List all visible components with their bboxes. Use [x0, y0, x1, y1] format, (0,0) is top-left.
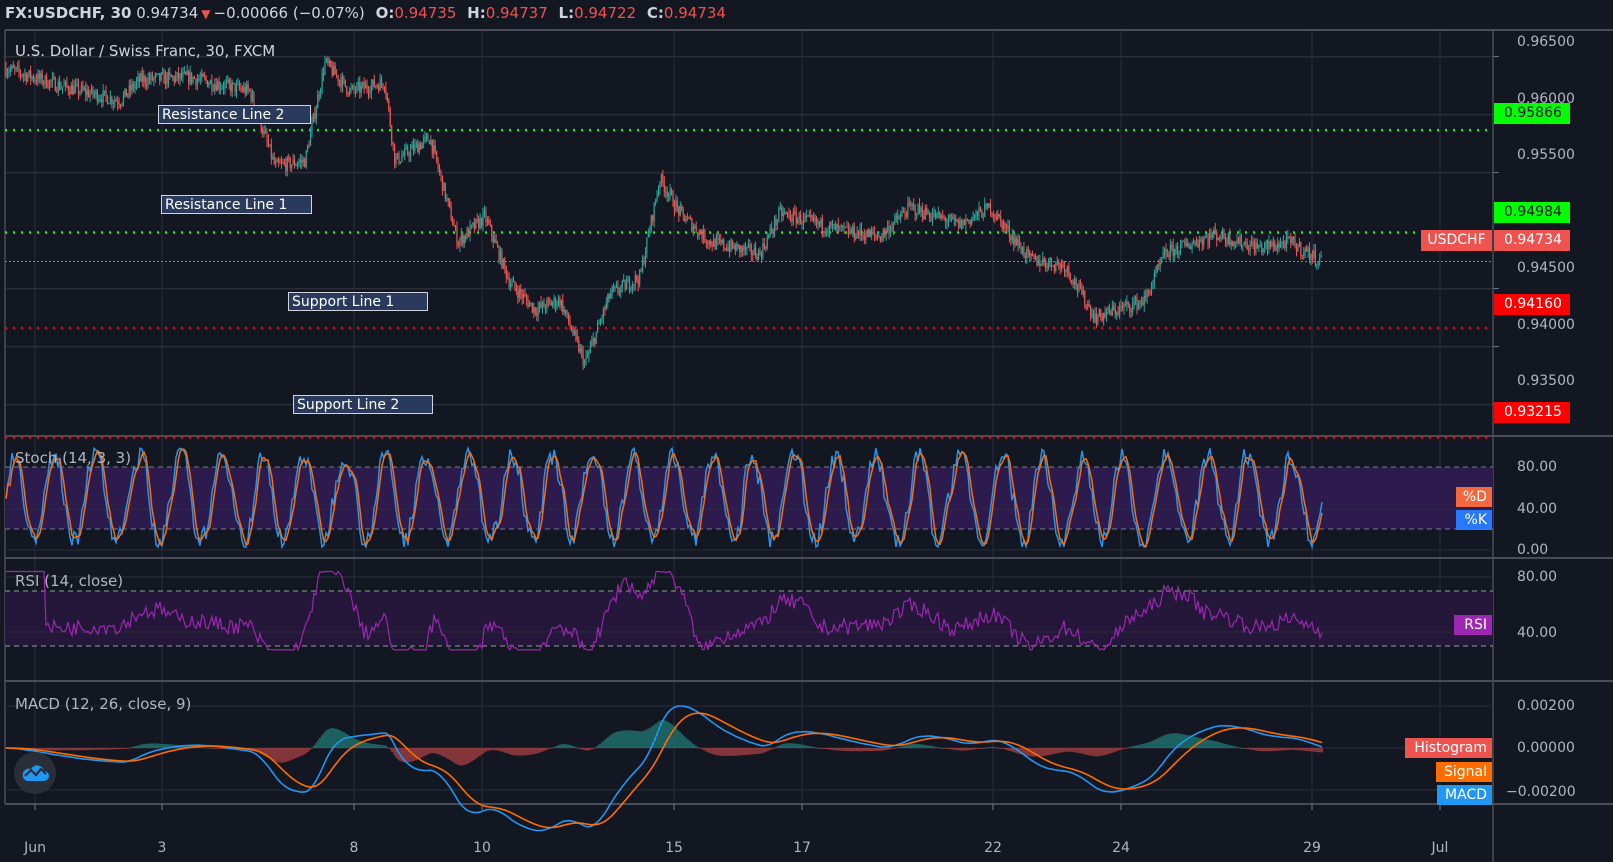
- rsi-tag: RSI: [1454, 615, 1492, 635]
- time-axis-label: 29: [1303, 840, 1321, 856]
- price-tick: 0.96500: [1517, 34, 1575, 50]
- time-axis-label: 17: [793, 840, 811, 856]
- macd-line-tag: MACD: [1437, 785, 1492, 805]
- support-line-2-label[interactable]: Support Line 2: [293, 395, 433, 414]
- price-change: −0.00066 (−0.07%): [213, 4, 365, 22]
- support-2-price-tag: 0.93215: [1494, 402, 1570, 423]
- rsi-tick: 40.00: [1517, 625, 1558, 641]
- time-axis-label: 8: [349, 840, 359, 856]
- close-label: C:: [646, 4, 664, 22]
- price-tick: 0.94500: [1517, 260, 1575, 276]
- low-value: 0.94722: [574, 4, 637, 22]
- open-value: 0.94735: [394, 4, 457, 22]
- time-axis-label: 3: [157, 840, 167, 856]
- high-label: H:: [467, 4, 486, 22]
- macd-tick: 0.00000: [1517, 740, 1575, 756]
- rsi-pane-title[interactable]: RSI (14, close): [15, 572, 124, 590]
- stoch-tick: 80.00: [1517, 459, 1558, 475]
- rsi-tick: 80.00: [1517, 569, 1558, 585]
- chart-canvas[interactable]: [0, 28, 1613, 862]
- stoch-k-tag: %K: [1456, 510, 1492, 530]
- time-axis-label: 22: [984, 840, 1002, 856]
- resistance-1-price-tag: 0.94984: [1494, 202, 1570, 223]
- time-axis-label: 10: [473, 840, 491, 856]
- macd-tick: 0.00200: [1517, 698, 1575, 714]
- high-value: 0.94737: [485, 4, 548, 22]
- resistance-line-1-label[interactable]: Resistance Line 1: [161, 195, 312, 214]
- macd-histogram-tag: Histogram: [1405, 738, 1492, 758]
- stoch-pane-title[interactable]: Stoch (14, 3, 3): [15, 449, 132, 467]
- down-triangle-icon: ▼: [201, 7, 211, 21]
- macd-tick: −0.00200: [1506, 784, 1576, 800]
- price-tick: 0.93500: [1517, 373, 1575, 389]
- time-axis-label: Jul: [1431, 840, 1449, 856]
- macd-pane-title[interactable]: MACD (12, 26, close, 9): [15, 695, 192, 713]
- open-label: O:: [375, 4, 395, 22]
- price-tick: 0.95500: [1517, 147, 1575, 163]
- stoch-d-tag: %D: [1456, 487, 1492, 507]
- main-pane-title[interactable]: U.S. Dollar / Swiss Franc, 30, FXCM: [15, 42, 276, 60]
- symbol-label[interactable]: FX:USDCHF, 30: [5, 4, 132, 22]
- current-price-tag: 0.94734: [1494, 230, 1570, 251]
- support-line-1-label[interactable]: Support Line 1: [288, 292, 428, 311]
- support-1-price-tag: 0.94160: [1494, 294, 1570, 315]
- low-label: L:: [558, 4, 575, 22]
- time-axis-label: Jun: [24, 840, 46, 856]
- stoch-tick: 0.00: [1517, 542, 1549, 558]
- time-axis-label: 15: [665, 840, 683, 856]
- resistance-line-2-label[interactable]: Resistance Line 2: [158, 105, 311, 124]
- cloud-chart-icon: [22, 765, 49, 781]
- close-value: 0.94734: [663, 4, 726, 22]
- current-symbol-tag: USDCHF: [1421, 230, 1492, 251]
- price-tick: 0.94000: [1517, 317, 1575, 333]
- last-price: 0.94734: [136, 4, 199, 22]
- symbol-legend-bar: FX:USDCHF, 30 0.94734 ▼ −0.00066 (−0.07%) …: [0, 0, 1613, 28]
- macd-signal-tag: Signal: [1436, 762, 1492, 782]
- time-axis-label: 24: [1112, 840, 1130, 856]
- resistance-2-price-tag: 0.95866: [1494, 103, 1570, 124]
- stoch-tick: 40.00: [1517, 501, 1558, 517]
- tradingview-logo[interactable]: [14, 752, 56, 794]
